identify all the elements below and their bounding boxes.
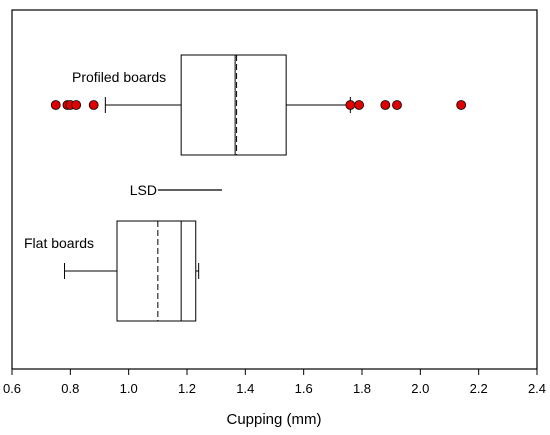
box-plot-series: [50, 54, 467, 322]
x-tick-label-3: 1.2: [178, 381, 196, 396]
x-tick-label-2: 1.0: [120, 381, 138, 396]
x-tick-label-6: 1.8: [353, 381, 371, 396]
x-tick-label-1: 0.8: [61, 381, 79, 396]
x-tick-label-4: 1.4: [236, 381, 254, 396]
box-1: [116, 220, 197, 322]
x-axis-label: Cupping (mm): [226, 411, 321, 428]
outlier-point-0-6: [354, 100, 364, 110]
outlier-point-0-9: [456, 100, 467, 110]
outlier-point-0-0: [50, 100, 61, 110]
x-tick-label-5: 1.6: [295, 381, 313, 396]
x-tick-label-8: 2.2: [470, 381, 488, 396]
box-series-1: [64, 220, 200, 322]
label-flat-boards: Flat boards: [24, 235, 94, 251]
lsd-label: LSD: [130, 182, 157, 198]
x-tick-label-0: 0.6: [3, 381, 21, 396]
x-axis-ticks: 0.6 0.8 1.0 1.2 1.4 1.6 1.8 2.0 2.2 2.4: [3, 369, 546, 396]
plot-frame: [11, 9, 538, 370]
outlier-point-0-5: [345, 100, 356, 110]
x-tick-label-7: 2.0: [411, 381, 429, 396]
outlier-point-0-7: [380, 100, 391, 110]
outlier-point-0-8: [392, 100, 402, 110]
outlier-point-0-3: [71, 100, 82, 110]
box-series-0: [50, 54, 467, 156]
label-profiled-boards: Profiled boards: [72, 69, 166, 85]
lsd-annotation: LSD: [130, 182, 222, 198]
outlier-point-0-4: [88, 100, 99, 110]
x-tick-label-9: 2.4: [528, 381, 546, 396]
box-0: [180, 54, 287, 156]
group-labels: Profiled boards Flat boards: [24, 69, 166, 251]
